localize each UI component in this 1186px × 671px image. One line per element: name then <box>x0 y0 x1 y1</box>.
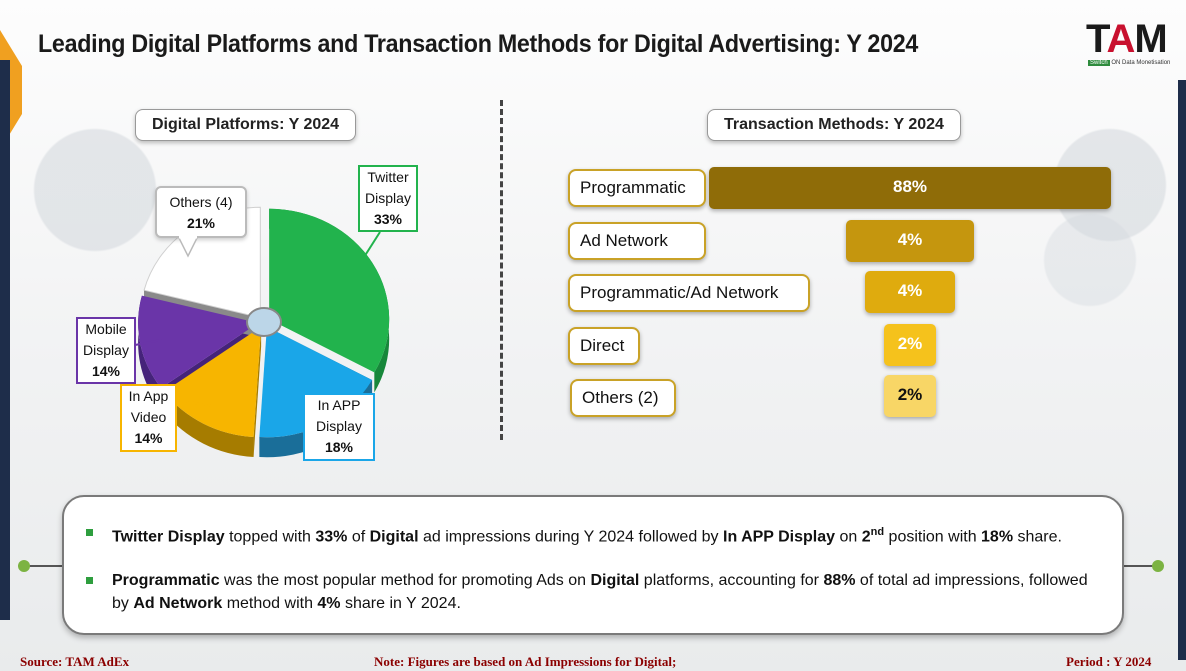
method-bar-programmatic: 88% <box>709 167 1111 209</box>
method-bar-others-2: 2% <box>884 375 936 417</box>
logo-tagline: Switch ON Data Monetisation <box>1088 60 1170 66</box>
callout-label: Display <box>83 342 129 358</box>
insight-text-bold: 2 <box>861 528 871 546</box>
logo-tag-rest: Data Monetisation <box>1122 60 1171 66</box>
callout-mobile-display: Mobile Display 14% <box>76 317 136 384</box>
pie-slice-edge-in-app-video <box>253 326 262 458</box>
insight-text: of <box>347 528 370 546</box>
method-bar-ad-network: 4% <box>846 220 974 262</box>
bullet-marker <box>86 529 93 536</box>
insight-text: share in Y 2024. <box>340 595 461 612</box>
insight-text-bold: 33% <box>315 528 348 546</box>
callout-value: 21% <box>186 215 216 231</box>
callout-label: Display <box>316 418 362 434</box>
panel-divider <box>500 100 503 440</box>
pie-slice-in-app-video <box>164 326 262 438</box>
page-title: Leading Digital Platforms and Transactio… <box>38 30 919 58</box>
logo-letter-m: M <box>1134 17 1167 61</box>
insight-bullet-1: Twitter Display topped with 33% of Digit… <box>86 521 1102 548</box>
callout-label: Display <box>365 190 411 206</box>
logo-letter-a: A <box>1106 17 1135 61</box>
insight-text-superscript: nd <box>870 526 885 538</box>
insight-bullet-2: Programmatic was the most popular method… <box>86 569 1102 615</box>
left-navy-stripe <box>0 60 10 620</box>
callout-label: Twitter <box>367 169 409 185</box>
method-label-programmatic-ad-network: Programmatic/Ad Network <box>568 274 810 312</box>
insight-dot-right <box>1152 560 1164 572</box>
callout-others: Others (4) 21% <box>155 186 247 238</box>
digital-platforms-pie-chart <box>134 206 390 458</box>
callout-value: 14% <box>91 363 121 379</box>
insight-text: method with <box>222 595 318 612</box>
transaction-methods-label: Transaction Methods: Y 2024 <box>707 109 961 141</box>
insight-dot-left <box>18 560 30 572</box>
insight-text-bold: 88% <box>823 572 856 589</box>
insight-text: ad impressions during Y 2024 followed by <box>418 528 723 546</box>
method-bar-direct: 2% <box>884 324 936 366</box>
callout-label: Video <box>130 409 167 425</box>
insight-text-bold: Twitter Display <box>112 528 225 546</box>
insight-text-bold: 4% <box>317 595 341 612</box>
footer-period: Period : Y 2024 <box>1066 654 1152 669</box>
pie-center-hub <box>246 307 282 337</box>
insight-text-bold: Ad Network <box>133 595 223 612</box>
insight-connector-left <box>22 565 62 567</box>
insight-text: share. <box>1013 528 1062 546</box>
callout-value: 18% <box>324 439 354 455</box>
insight-text-bold: Digital <box>590 572 640 589</box>
insight-text-bold: Programmatic <box>112 572 220 589</box>
digital-platforms-label: Digital Platforms: Y 2024 <box>135 109 357 141</box>
insight-text-bold: 18% <box>981 528 1014 546</box>
insight-text-bold: In APP Display <box>723 528 836 546</box>
footer-note: Note: Figures are based on Ad Impression… <box>374 654 677 669</box>
logo-tag-badge: Switch <box>1088 60 1110 66</box>
insight-text: on <box>835 528 862 546</box>
insight-text: position with <box>884 528 982 546</box>
pie-slice-twitter-display <box>269 208 390 373</box>
callout-others-pointer <box>177 236 199 258</box>
method-label-others-2: Others (2) <box>570 379 676 417</box>
insight-text: of total ad impressions, followed by <box>112 572 1088 612</box>
method-bar-programmatic-ad-network: 4% <box>865 271 955 313</box>
insight-text: topped with <box>224 528 316 546</box>
callout-value: 14% <box>134 430 163 446</box>
method-label-ad-network: Ad Network <box>568 222 706 260</box>
insight-connector-right <box>1124 565 1160 567</box>
callout-in-app-video: In App Video 14% <box>120 384 177 452</box>
callout-twitter-display: Twitter Display 33% <box>358 165 418 232</box>
bullet-marker <box>86 577 93 584</box>
pie-slice-mobile-display <box>138 295 259 388</box>
callout-label: Others (4) <box>169 194 233 210</box>
method-label-programmatic: Programmatic <box>568 169 706 207</box>
callout-label: In App <box>128 388 169 404</box>
callout-pointer-in-app-video <box>174 399 214 408</box>
callout-pointer-twitter-display <box>353 231 381 274</box>
logo-tag-on: ON <box>1111 60 1121 66</box>
callout-pointer-mobile-display <box>134 339 162 346</box>
pie-slice-side-in-app-video <box>164 391 254 458</box>
insight-text: platforms, accounting for <box>639 572 824 589</box>
right-navy-stripe <box>1178 80 1186 660</box>
logo-letter-t: T <box>1086 17 1107 61</box>
insight-text: was the most popular method for promotin… <box>219 572 591 589</box>
insight-text-bold: Digital <box>369 528 419 546</box>
callout-label: In APP <box>317 397 361 413</box>
key-insights-box: Twitter Display topped with 33% of Digit… <box>62 495 1124 635</box>
method-label-direct: Direct <box>568 327 640 365</box>
footer-source: Source: TAM AdEx <box>20 654 130 669</box>
callout-in-app-display: In APP Display 18% <box>303 393 375 461</box>
callout-value: 33% <box>373 211 403 227</box>
callout-label: Mobile <box>85 321 127 337</box>
tam-logo: TAM Switch ON Data Monetisation <box>1086 17 1176 72</box>
pie-slice-side-in-app-display <box>259 380 373 458</box>
